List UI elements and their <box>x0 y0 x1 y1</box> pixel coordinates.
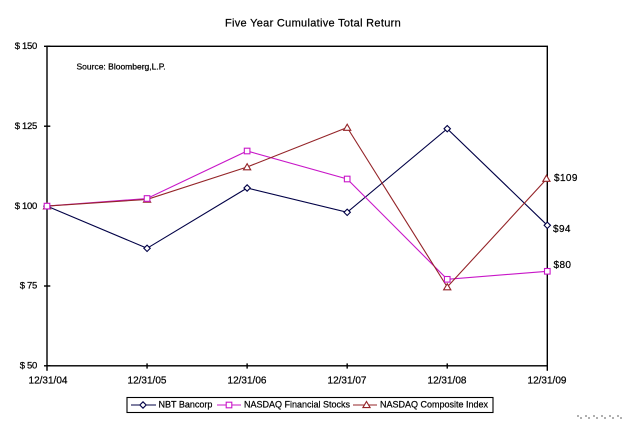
svg-text:$ 125: $ 125 <box>15 121 37 132</box>
svg-text:$ 50: $ 50 <box>20 361 37 372</box>
svg-text:12/31/04: 12/31/04 <box>29 376 68 387</box>
svg-text:NASDAQ Composite Index: NASDAQ Composite Index <box>380 400 489 410</box>
svg-text:Source: Bloomberg,L.P.: Source: Bloomberg,L.P. <box>77 61 166 71</box>
svg-text:Five Year Cumulative Total Ret: Five Year Cumulative Total Return <box>225 18 401 30</box>
svg-text:12/31/07: 12/31/07 <box>328 376 367 387</box>
svg-text:NBT Bancorp: NBT Bancorp <box>159 400 213 410</box>
svg-text:$80: $80 <box>554 260 572 271</box>
svg-text:$94: $94 <box>553 224 571 235</box>
svg-text:$ 75: $ 75 <box>20 281 37 292</box>
svg-text:12/31/09: 12/31/09 <box>528 376 567 387</box>
svg-text:12/31/06: 12/31/06 <box>228 376 267 387</box>
svg-text:12/31/05: 12/31/05 <box>128 376 167 387</box>
svg-text:NASDAQ Financial Stocks: NASDAQ Financial Stocks <box>244 400 351 410</box>
svg-text:12/31/08: 12/31/08 <box>428 376 467 387</box>
svg-text:$ 150: $ 150 <box>15 41 37 52</box>
svg-text:$ 100: $ 100 <box>15 201 37 212</box>
svg-text:$109: $109 <box>554 173 578 184</box>
